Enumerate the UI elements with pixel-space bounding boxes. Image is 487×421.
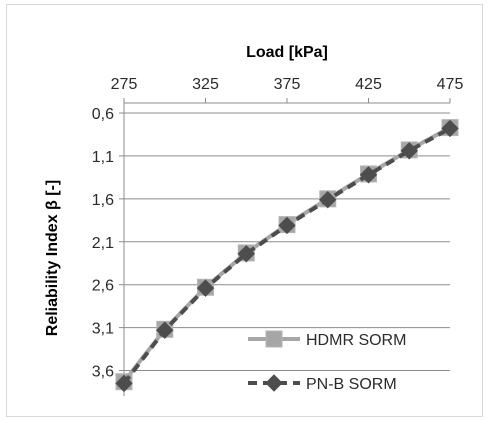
y-tick-label: 2,1 — [92, 235, 114, 252]
data-point-series-1 — [441, 119, 459, 138]
axes — [119, 98, 451, 396]
y-tick-label: 3,1 — [92, 321, 114, 338]
x-axis-title: Load [kPa] — [246, 44, 328, 61]
data-point-series-1 — [237, 245, 255, 263]
x-tick-labels: 275 325 375 425 475 — [111, 76, 464, 93]
legend-label-1: PN-B SORM — [306, 376, 397, 393]
data-point-series-1 — [319, 190, 337, 209]
chart-frame — [6, 4, 483, 417]
y-tick-label: 3,6 — [92, 364, 114, 381]
y-tick-label: 1,1 — [92, 149, 114, 166]
data-point-series-1 — [156, 321, 174, 339]
x-tick-label: 275 — [111, 76, 138, 93]
y-tick-label: 1,6 — [92, 192, 114, 209]
legend: HDMR SORM PN-B SORM — [248, 330, 406, 393]
y-tick-labels: 0,6 1,1 1,6 2,1 2,6 3,1 3,6 — [92, 106, 114, 381]
y-axis-title: Reliability Index β [-] — [44, 180, 61, 336]
series-layer — [115, 119, 459, 393]
data-point-series-1 — [359, 166, 378, 184]
legend-marker-0 — [265, 330, 283, 348]
legend-marker-1 — [265, 374, 283, 392]
data-point-series-1 — [196, 279, 215, 297]
data-point-series-1 — [400, 142, 418, 160]
x-tick-label: 375 — [274, 76, 301, 93]
legend-label-0: HDMR SORM — [306, 332, 406, 349]
data-point-series-1 — [278, 216, 296, 235]
data-point-series-1 — [115, 374, 133, 393]
x-tick-label: 425 — [355, 76, 382, 93]
y-tick-label: 0,6 — [92, 106, 114, 123]
y-tick-label: 2,6 — [92, 278, 114, 295]
x-tick-label: 475 — [437, 76, 464, 93]
x-tick-label: 325 — [192, 76, 219, 93]
